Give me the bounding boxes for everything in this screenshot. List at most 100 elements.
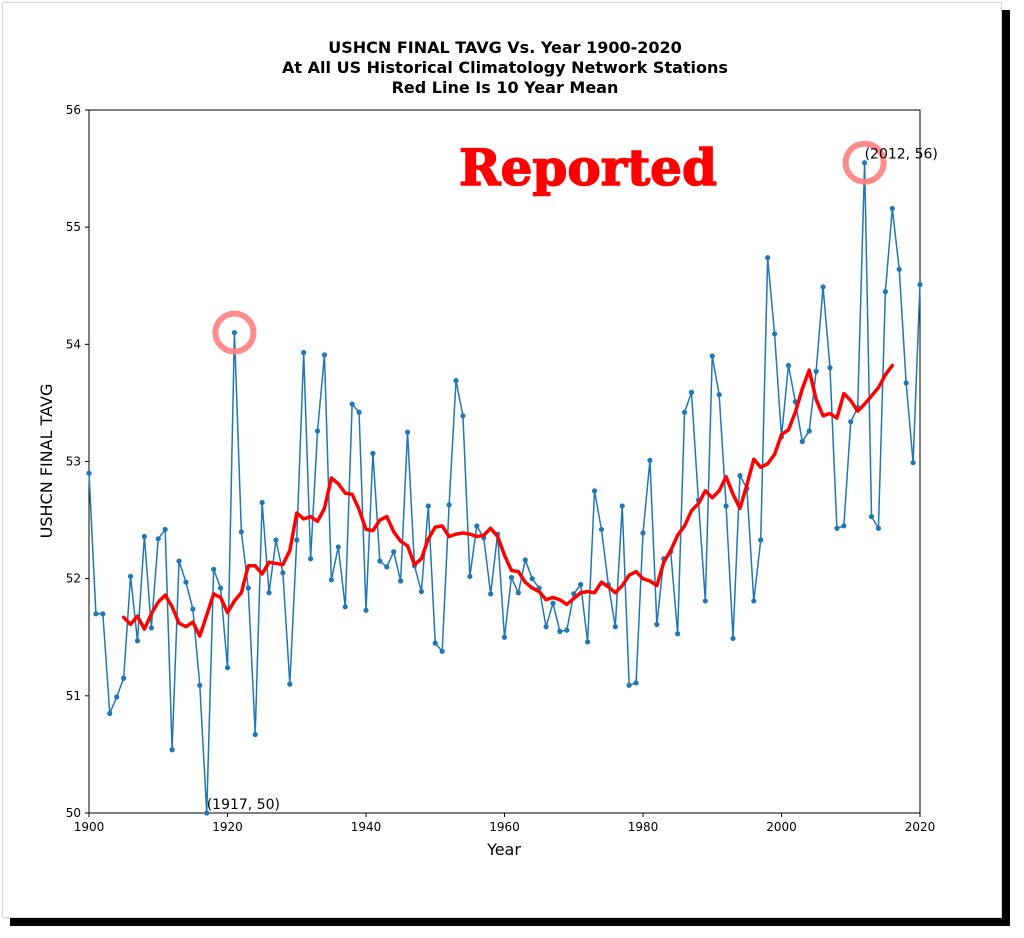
annual-point	[508, 574, 515, 581]
highlight-circle	[842, 140, 887, 185]
annual-point	[917, 281, 923, 288]
annual-point	[273, 537, 279, 543]
y-tick-label: 55	[66, 220, 81, 234]
annual-point	[626, 682, 632, 688]
annual-point	[418, 588, 424, 595]
y-tick-label: 50	[66, 806, 81, 820]
annual-point	[280, 570, 286, 576]
annual-point	[709, 353, 715, 359]
annual-point	[841, 523, 847, 529]
x-tick-label: 1940	[351, 820, 382, 834]
annual-point	[591, 488, 598, 494]
annual-point	[342, 604, 348, 610]
annual-point	[910, 460, 916, 466]
annual-point	[231, 330, 238, 336]
annual-point	[543, 624, 549, 630]
annual-point	[903, 380, 909, 386]
annual-point	[799, 438, 805, 445]
annual-point	[335, 544, 341, 550]
ten-year-mean-line	[121, 363, 895, 638]
highlight-circle	[212, 310, 257, 355]
annual-point	[287, 681, 293, 687]
annual-point	[432, 640, 438, 646]
annual-point	[356, 409, 362, 415]
annual-point	[425, 503, 431, 509]
annual-point	[391, 549, 397, 555]
annual-point	[301, 349, 307, 356]
annual-point	[404, 429, 411, 435]
annual-point	[107, 710, 113, 717]
annual-point	[148, 625, 154, 631]
annual-point	[134, 638, 141, 644]
annual-point	[868, 513, 875, 520]
annual-point	[217, 585, 224, 591]
annual-point	[550, 600, 556, 606]
annual-point	[889, 205, 895, 212]
annual-point	[654, 621, 660, 627]
point-annotation: (2012, 56)	[865, 147, 938, 163]
title-line: At All US Historical Climatology Network…	[282, 58, 728, 77]
annual-point	[453, 378, 459, 384]
annual-point	[377, 558, 383, 564]
annual-point	[349, 401, 355, 407]
annual-point	[141, 533, 147, 540]
title-line: Red Line Is 10 Year Mean	[392, 78, 619, 97]
y-tick-label: 52	[66, 572, 81, 586]
annual-point	[162, 526, 168, 533]
annual-point	[564, 627, 570, 633]
annual-point	[398, 578, 404, 584]
annual-point	[751, 598, 757, 604]
annual-point	[370, 450, 376, 456]
annual-point	[488, 591, 494, 597]
annual-point	[633, 680, 639, 686]
annual-point	[896, 266, 902, 272]
highlight-circles	[212, 140, 887, 355]
y-axis: 50 51 52 53 54 55 56	[66, 103, 89, 820]
annual-point	[716, 392, 722, 398]
x-tick-label: 1900	[74, 820, 105, 834]
y-tick-label: 54	[66, 337, 81, 351]
annual-point	[647, 457, 653, 463]
annual-point	[501, 634, 508, 640]
annual-point	[224, 665, 231, 671]
annual-point	[183, 579, 189, 585]
annual-point	[681, 409, 688, 415]
annual-point	[688, 389, 695, 395]
annual-point	[211, 566, 217, 572]
annual-point	[204, 810, 210, 816]
annual-point	[238, 529, 244, 535]
annual-point	[121, 675, 127, 681]
y-tick-label: 56	[66, 103, 81, 117]
annual-point	[862, 160, 868, 166]
annual-point	[86, 470, 92, 476]
annual-point	[321, 352, 328, 358]
annual-point	[875, 525, 882, 531]
annual-point	[363, 607, 369, 613]
annual-point	[522, 557, 528, 563]
annual-point	[578, 581, 584, 588]
x-tick-label: 1960	[489, 820, 520, 834]
annual-point	[765, 255, 771, 261]
annual-point	[474, 523, 480, 529]
annual-point	[848, 419, 854, 425]
annual-point	[114, 694, 120, 700]
x-axis: 1900 1920 1940 1960 1980 2000 2020	[74, 813, 936, 834]
y-tick-label: 53	[66, 455, 81, 469]
annual-point	[723, 503, 729, 509]
annual-point	[176, 558, 182, 564]
annual-point	[820, 284, 826, 290]
annual-point	[771, 331, 778, 337]
annual-point	[675, 631, 681, 637]
annual-point	[446, 502, 452, 508]
reported-stamp: Reported	[459, 138, 717, 197]
annual-point	[467, 573, 473, 579]
annual-point	[190, 606, 196, 612]
series-layer	[86, 160, 923, 816]
y-axis-label: USHCN FINAL TAVG	[37, 384, 56, 539]
x-tick-label: 2020	[905, 820, 936, 834]
annual-point	[100, 611, 106, 617]
annual-point	[806, 428, 812, 434]
annual-point	[259, 499, 265, 506]
